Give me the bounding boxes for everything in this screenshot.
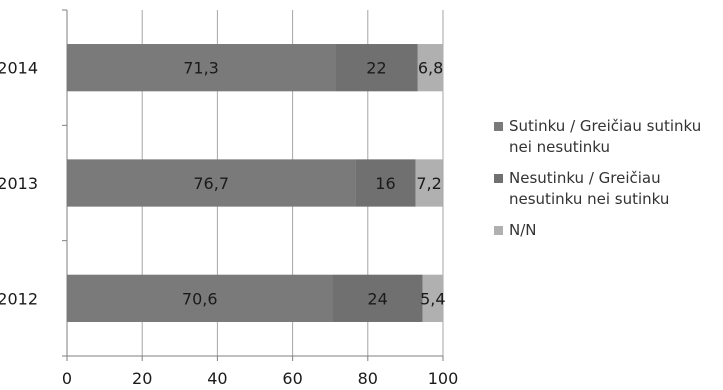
x-tick-label-0: 0 — [62, 369, 72, 388]
bar-2012-series-1 — [332, 274, 423, 322]
chart-legend: Sutinku / Greičiau sutinku nei nesutinku… — [494, 116, 722, 251]
legend-swatch-nn — [494, 226, 503, 235]
bar-2012-series-0 — [67, 274, 333, 322]
data-label-2014-series-2: 6,8 — [418, 59, 443, 78]
bar-2012-series-2 — [422, 274, 443, 322]
x-tick-label-60: 60 — [282, 369, 302, 388]
data-label-2012-series-1: 24 — [367, 289, 387, 308]
bar-2014-series-0 — [67, 44, 336, 92]
x-tick-label-40: 40 — [207, 369, 227, 388]
legend-label-nn: N/N — [509, 221, 537, 239]
bar-2013-series-2 — [415, 159, 443, 207]
category-label-2012: 2012 — [0, 289, 38, 308]
bar-2013-series-0 — [67, 159, 356, 207]
data-label-2012-series-2: 5,4 — [420, 289, 445, 308]
x-tick-label-80: 80 — [358, 369, 378, 388]
legend-item-disagree: Nesutinku / Greičiau nesutinku nei sutin… — [494, 168, 722, 210]
legend-label-agree: Sutinku / Greičiau sutinku nei nesutinku — [509, 117, 702, 156]
data-label-2013-series-0: 76,7 — [193, 174, 229, 193]
data-label-2014-series-0: 71,3 — [183, 59, 219, 78]
category-label-2013: 2013 — [0, 174, 38, 193]
legend-item-nn: N/N — [494, 220, 722, 241]
x-tick-label-20: 20 — [132, 369, 152, 388]
bar-2014-series-1 — [335, 44, 418, 92]
legend-swatch-agree — [494, 122, 503, 131]
category-label-2014: 2014 — [0, 59, 38, 78]
data-label-2013-series-2: 7,2 — [416, 174, 441, 193]
legend-swatch-disagree — [494, 174, 503, 183]
x-tick-label-100: 100 — [428, 369, 459, 388]
bar-2013-series-1 — [355, 159, 416, 207]
data-label-2014-series-1: 22 — [366, 59, 386, 78]
bar-2014-series-2 — [417, 44, 444, 92]
data-label-2013-series-1: 16 — [375, 174, 395, 193]
legend-label-disagree: Nesutinku / Greičiau nesutinku nei sutin… — [509, 169, 670, 208]
legend-item-agree: Sutinku / Greičiau sutinku nei nesutinku — [494, 116, 722, 158]
data-label-2012-series-0: 70,6 — [182, 289, 218, 308]
